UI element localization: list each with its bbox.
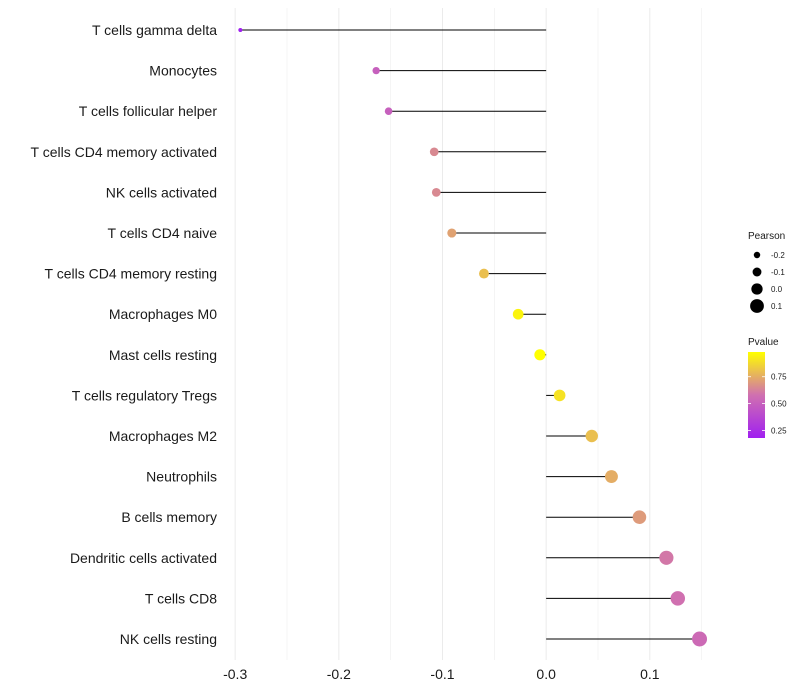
lollipop-point <box>670 591 686 606</box>
size-legend-point <box>750 299 764 313</box>
size-legend-title: Pearson <box>748 231 785 242</box>
lollipop-point <box>431 188 441 197</box>
category-label: NK cells activated <box>106 184 217 200</box>
lollipop-point <box>692 631 708 647</box>
category-label: T cells CD8 <box>145 590 217 606</box>
lollipop-point <box>429 147 439 157</box>
category-label: Macrophages M2 <box>109 428 217 444</box>
lollipop-point <box>659 550 674 565</box>
category-label: Monocytes <box>149 63 217 79</box>
size-legend-point <box>751 283 763 295</box>
size-legend-point <box>753 251 761 259</box>
lollipop-marks <box>238 27 708 647</box>
category-label: T cells CD4 memory resting <box>45 266 217 282</box>
category-label: T cells CD4 naive <box>108 225 218 241</box>
lollipop-point <box>632 510 647 524</box>
size-legend: -0.2 -0.1 0.0 0.1 <box>750 251 785 313</box>
grid-lines <box>234 8 702 660</box>
size-legend-label: -0.1 <box>771 268 785 277</box>
x-tick-label: -0.2 <box>327 666 351 682</box>
category-label: Dendritic cells activated <box>70 550 217 566</box>
lollipop-point <box>372 66 380 75</box>
lollipop-point <box>534 349 546 361</box>
x-tick-label: 0.1 <box>640 666 660 682</box>
lollipop-point <box>585 429 598 443</box>
category-label: B cells memory <box>121 509 217 525</box>
color-legend-label: 0.50 <box>771 400 787 409</box>
lollipop-point <box>553 389 566 402</box>
lollipop-point <box>238 27 243 33</box>
category-labels: T cells gamma delta Monocytes T cells foll… <box>31 22 218 647</box>
category-label: T cells follicular helper <box>79 103 218 119</box>
x-tick-label: -0.3 <box>223 666 247 682</box>
lollipop-point <box>605 470 618 484</box>
lollipop-point <box>447 228 457 238</box>
category-label: Neutrophils <box>146 469 217 485</box>
legend: Pearson -0.2-0.10.00.1 Pvalue 0.250.500.… <box>748 231 787 438</box>
category-label: T cells regulatory Tregs <box>72 387 217 403</box>
size-legend-label: 0.1 <box>771 302 783 311</box>
x-tick-label: 0.0 <box>536 666 556 682</box>
category-label: T cells CD4 memory activated <box>31 144 217 160</box>
size-legend-point <box>752 267 762 277</box>
color-legend-label: 0.75 <box>771 373 787 382</box>
lollipop-point <box>479 268 489 279</box>
category-label: T cells gamma delta <box>92 22 217 38</box>
pvalue-colorbar <box>748 352 765 438</box>
lollipop-point <box>512 308 524 320</box>
x-tick-label: -0.1 <box>430 666 454 682</box>
color-legend-title: Pvalue <box>748 337 779 348</box>
color-legend-ticks: 0.25 0.50 0.75 <box>748 373 787 435</box>
size-legend-label: -0.2 <box>771 251 785 260</box>
category-label: Macrophages M0 <box>109 306 217 322</box>
category-label: NK cells resting <box>120 631 217 647</box>
lollipop-point <box>384 107 393 116</box>
size-legend-label: 0.0 <box>771 285 783 294</box>
x-axis-tick-labels: -0.3 -0.2 -0.1 0.0 0.1 <box>223 666 660 682</box>
category-label: Mast cells resting <box>109 347 217 363</box>
color-legend-label: 0.25 <box>771 426 787 435</box>
